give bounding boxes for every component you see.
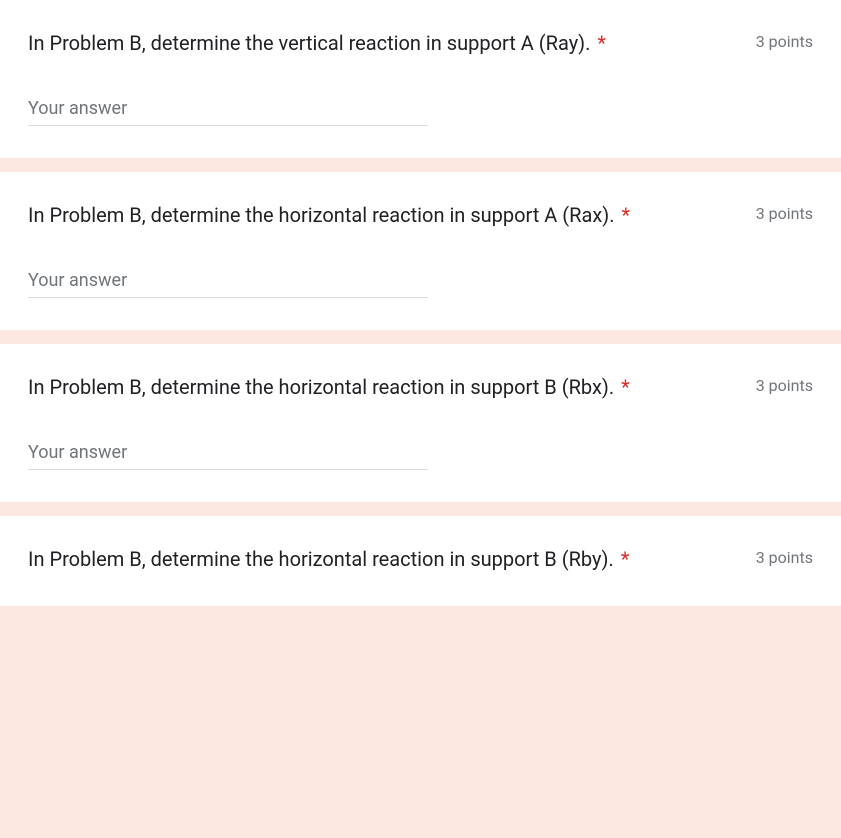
question-card: In Problem B, determine the horizontal r… [0,344,841,502]
question-label: In Problem B, determine the horizontal r… [28,547,614,571]
question-card: In Problem B, determine the vertical rea… [0,0,841,158]
points-label: 3 points [756,544,813,570]
answer-input[interactable] [28,266,428,298]
question-text: In Problem B, determine the horizontal r… [28,544,740,574]
required-asterisk: * [621,547,630,571]
question-text: In Problem B, determine the horizontal r… [28,200,740,230]
required-asterisk: * [621,203,630,227]
question-header: In Problem B, determine the horizontal r… [28,200,813,230]
answer-input[interactable] [28,94,428,126]
question-label: In Problem B, determine the vertical rea… [28,31,590,55]
required-asterisk: * [621,375,630,399]
answer-input[interactable] [28,438,428,470]
answer-container [28,266,813,298]
question-header: In Problem B, determine the horizontal r… [28,544,813,574]
points-label: 3 points [756,28,813,54]
required-asterisk: * [597,31,606,55]
question-label: In Problem B, determine the horizontal r… [28,203,615,227]
question-card: In Problem B, determine the horizontal r… [0,172,841,330]
question-text: In Problem B, determine the horizontal r… [28,372,740,402]
question-label: In Problem B, determine the horizontal r… [28,375,614,399]
question-header: In Problem B, determine the vertical rea… [28,28,813,58]
points-label: 3 points [756,200,813,226]
question-card: In Problem B, determine the horizontal r… [0,516,841,606]
question-header: In Problem B, determine the horizontal r… [28,372,813,402]
question-text: In Problem B, determine the vertical rea… [28,28,740,58]
answer-container [28,438,813,470]
points-label: 3 points [756,372,813,398]
answer-container [28,94,813,126]
